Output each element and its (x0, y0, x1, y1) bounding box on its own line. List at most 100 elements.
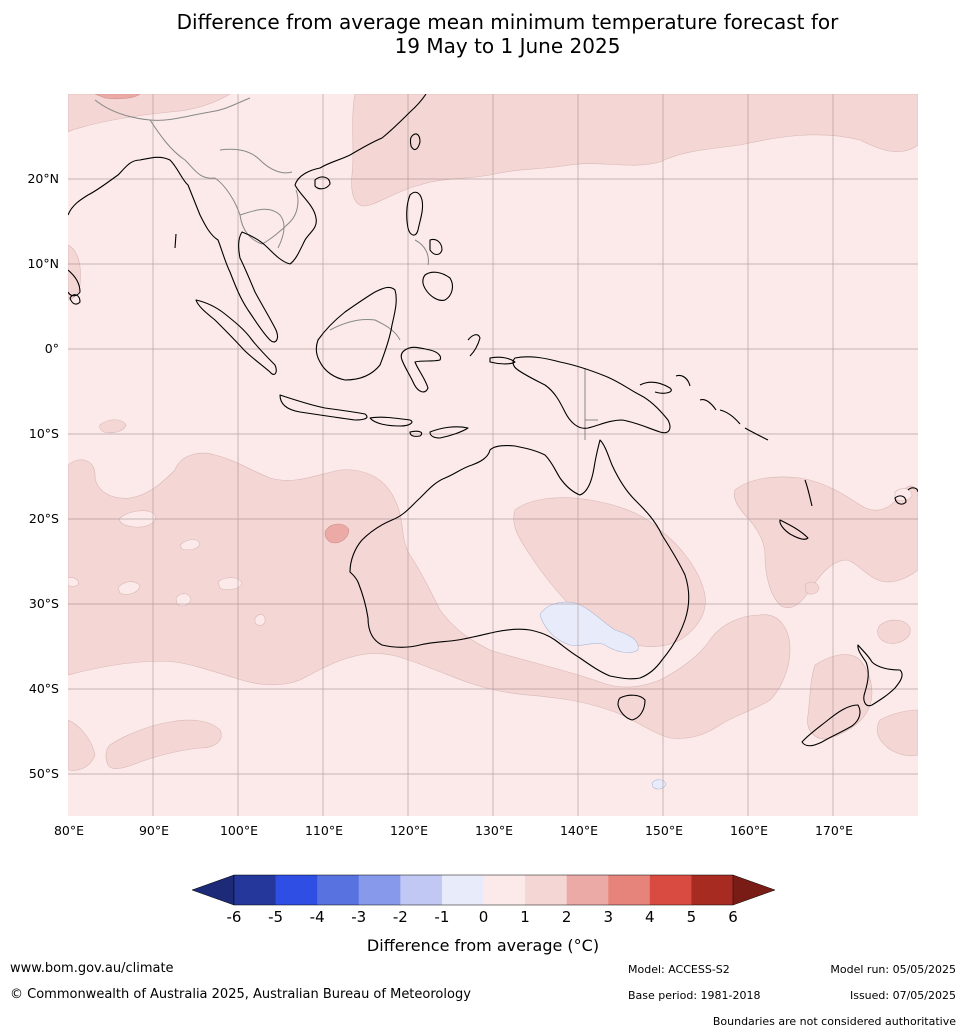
contour-hole-f (68, 577, 79, 587)
coast-luzon (406, 191, 424, 236)
colorbar-segment (649, 875, 692, 905)
model-text: Model: ACCESS-S2 (628, 963, 730, 976)
country-borders (94, 97, 598, 440)
coast-east-islands (675, 374, 691, 387)
colorbar-segments (233, 874, 734, 906)
coast-borneo (315, 286, 397, 381)
contour-cool-patch-sa (539, 601, 639, 653)
model-run-text: Model run: 05/05/2025 (830, 963, 956, 976)
contour-hole-c (117, 581, 141, 595)
coast-sri-lanka (69, 294, 81, 305)
lon-label: 170°E (815, 823, 853, 838)
colorbar-segment (566, 875, 609, 905)
lon-label: 160°E (730, 823, 768, 838)
issued-text: Issued: 07/05/2025 (849, 989, 956, 1002)
map-panel (68, 94, 918, 816)
colorbar-tick-label: 3 (603, 908, 613, 926)
coast-sumatra (195, 299, 277, 375)
coast-andaman (174, 233, 177, 249)
colorbar-tick-label: 1 (520, 908, 530, 926)
lat-label: 50°S (29, 766, 59, 781)
colorbar-tick-label: 6 (728, 908, 738, 926)
colorbar-segment (358, 875, 401, 905)
map-title: Difference from average mean minimum tem… (0, 10, 965, 58)
contour-southeast (876, 709, 918, 757)
coast-hainan (314, 176, 331, 190)
coast-new-caledonia (779, 519, 809, 540)
website-text: www.bom.gov.au/climate (10, 961, 174, 976)
coast-flores (369, 416, 413, 427)
colorbar-outline (233, 874, 734, 906)
longitude-labels: 80°E 90°E 100°E 110°E 120°E 130°E 140°E … (54, 823, 853, 838)
colorbar-segment (608, 875, 651, 905)
colorbar-tick-label: 0 (479, 908, 489, 926)
coast-tasmania (617, 694, 646, 721)
copyright-text: © Commonwealth of Australia 2025, Austra… (10, 987, 471, 1002)
colorbar-under-arrow (191, 874, 235, 906)
colorbar-tick-label: -2 (393, 908, 408, 926)
lat-label: 10°S (29, 426, 59, 441)
lon-label: 120°E (390, 823, 428, 838)
coast-java (279, 394, 368, 421)
map-title-line-1: Difference from average mean minimum tem… (176, 10, 839, 34)
colorbar-segment (525, 875, 568, 905)
coast-seram (489, 356, 516, 365)
coast-sulawesi (400, 346, 442, 393)
contour-hole-h (894, 488, 913, 502)
colorbar-segment (317, 875, 360, 905)
lon-label: 90°E (139, 823, 169, 838)
coast-asia (68, 94, 427, 343)
disclaimer-text: Boundaries are not considered authoritat… (712, 1015, 956, 1028)
colorbar-tick-label: 5 (687, 908, 697, 926)
colorbar-over-arrow (732, 874, 776, 906)
coast-new-guinea (512, 356, 671, 434)
lat-label: 10°N (27, 256, 59, 271)
lon-label: 100°E (220, 823, 258, 838)
colorbar-tick-label: -5 (268, 908, 283, 926)
coast-taiwan (409, 133, 421, 151)
map-title-line-2: 19 May to 1 June 2025 (394, 34, 621, 58)
contour-australia (513, 497, 706, 648)
lon-label: 80°E (54, 823, 84, 838)
contour-cool-patch-south (651, 779, 667, 790)
colorbar-tick-label: -1 (434, 908, 449, 926)
lon-label: 130°E (475, 823, 513, 838)
colorbar: -6 -5 -4 -3 -2 -1 0 1 2 3 4 5 6 Difference from aver… (191, 874, 776, 955)
contour-hole-b (179, 539, 201, 551)
coast-australia (349, 439, 690, 680)
contour-nz (807, 654, 873, 740)
colorbar-segment (691, 875, 734, 905)
colorbar-tick-label: 4 (645, 908, 655, 926)
lat-label: 0° (45, 341, 59, 356)
contour-warm-patch-wa (324, 523, 350, 544)
contour-indian-ocean (68, 452, 791, 739)
coast-sumba (409, 430, 423, 437)
base-period-text: Base period: 1981-2018 (628, 989, 761, 1002)
coast-visayas (429, 238, 443, 256)
contour-warm-patch-north (94, 94, 141, 100)
colorbar-tick-label: -4 (310, 908, 325, 926)
anomaly-contours (68, 94, 918, 816)
coast-solomons (699, 399, 769, 441)
contour-south-ocean (105, 719, 222, 770)
contour-hole-e (217, 577, 243, 590)
colorbar-tick-label: -3 (351, 908, 366, 926)
coast-vanuatu (804, 479, 813, 507)
lon-label: 150°E (645, 823, 683, 838)
colorbar-segment (483, 875, 526, 905)
contour-patch-a (99, 419, 127, 434)
contour-patch-b (804, 581, 820, 595)
contour-hole-d (175, 593, 192, 607)
lat-label: 20°S (29, 511, 59, 526)
lon-label: 110°E (305, 823, 343, 838)
colorbar-title: Difference from average (°C) (367, 936, 599, 955)
contour-hole-g (254, 614, 266, 626)
coast-fiji (894, 487, 918, 505)
colorbar-segment (275, 875, 318, 905)
contour-tasman (733, 476, 918, 609)
colorbar-tick-labels: -6 -5 -4 -3 -2 -1 0 1 2 3 4 5 6 (227, 908, 738, 926)
contour-southwest (68, 719, 96, 771)
colorbar-segment (400, 875, 443, 905)
